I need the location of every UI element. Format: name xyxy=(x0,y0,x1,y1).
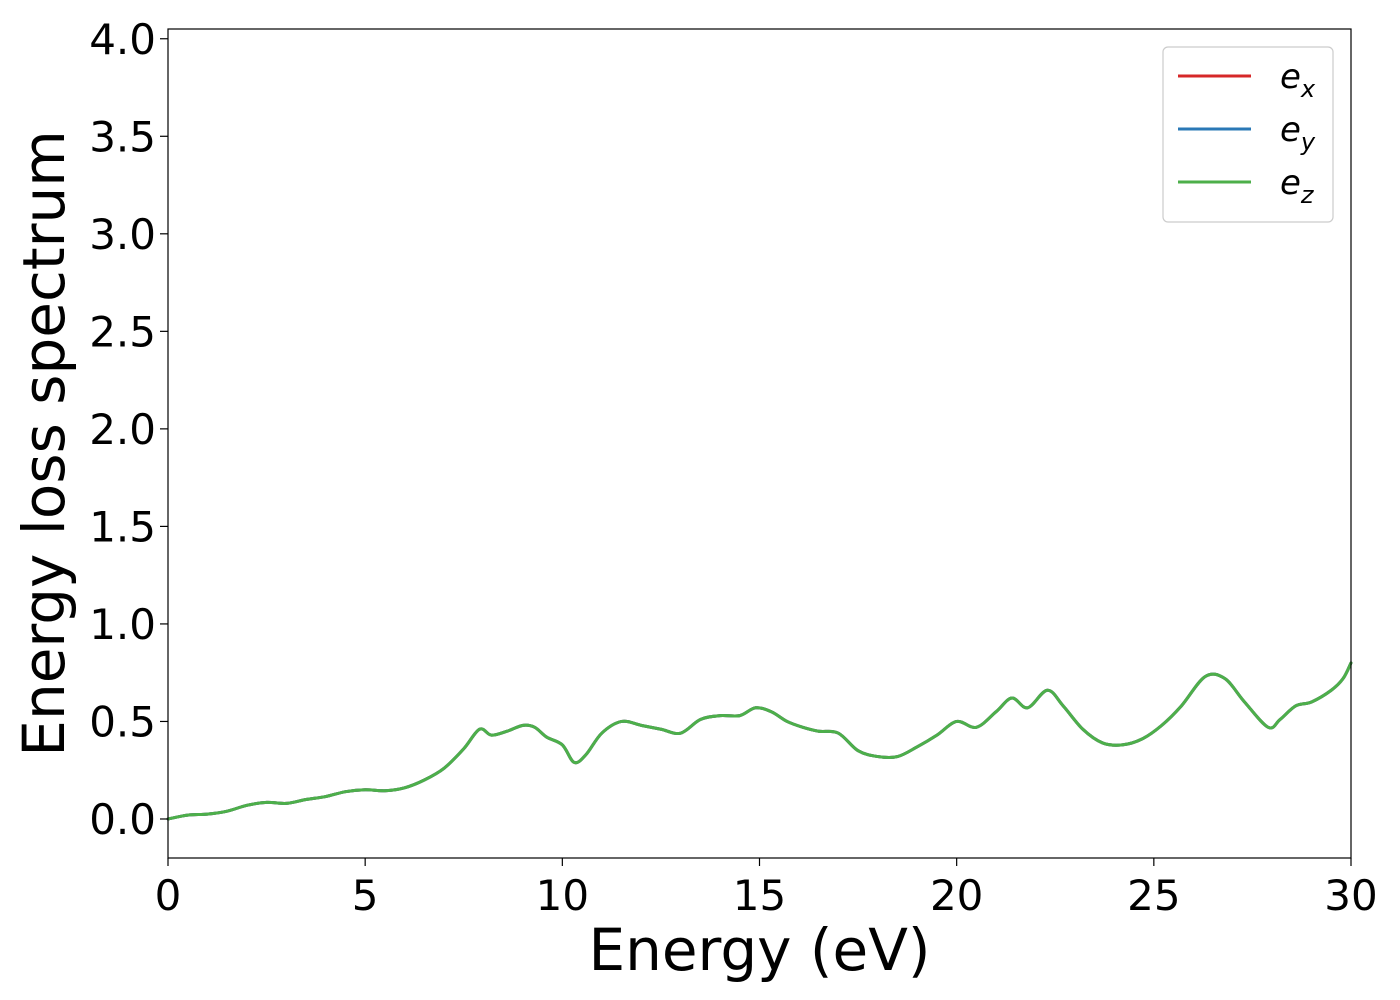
y-tick-label: 1.0 xyxy=(89,600,156,649)
x-tick-label: 30 xyxy=(1324,871,1377,920)
x-tick-label: 0 xyxy=(155,871,182,920)
legend-label-subscript: z xyxy=(1300,181,1315,209)
legend-label-base: e xyxy=(1280,57,1301,97)
y-tick-label: 2.0 xyxy=(89,405,156,454)
legend-label-e-x: ex xyxy=(1280,57,1316,103)
x-tick-label: 20 xyxy=(930,871,983,920)
y-tick-label: 0.0 xyxy=(89,795,156,844)
legend-label-e-z: ez xyxy=(1280,163,1315,209)
series-line-e-z xyxy=(166,661,1353,821)
legend-box xyxy=(1162,46,1334,223)
y-axis-title: Energy loss spectrum xyxy=(10,130,78,756)
legend-label-base: e xyxy=(1280,163,1301,203)
x-tick-label: 15 xyxy=(733,871,786,920)
y-tick-label: 0.5 xyxy=(89,697,156,746)
x-axis-title: Energy (eV) xyxy=(588,916,930,984)
y-tick-label: 2.5 xyxy=(89,307,156,356)
y-tick-label: 3.0 xyxy=(89,210,156,259)
legend-label-subscript: x xyxy=(1300,75,1316,103)
legend-label-base: e xyxy=(1280,110,1301,150)
x-tick-label: 5 xyxy=(352,871,379,920)
y-tick-label: 1.5 xyxy=(89,502,156,551)
y-tick-label: 4.0 xyxy=(89,15,156,64)
y-axis-ticks: 0.0 0.5 1.0 1.5 2.0 2.5 3.0 3.5 4.0 xyxy=(89,15,168,844)
x-axis-ticks: 0 5 10 15 20 25 30 xyxy=(155,858,1378,920)
legend-label-subscript: y xyxy=(1300,128,1316,156)
x-tick-label: 10 xyxy=(536,871,589,920)
y-tick-label: 3.5 xyxy=(89,112,156,161)
legend-label-e-y: ey xyxy=(1280,110,1316,156)
x-tick-label: 25 xyxy=(1127,871,1180,920)
series-layer xyxy=(166,661,1353,821)
